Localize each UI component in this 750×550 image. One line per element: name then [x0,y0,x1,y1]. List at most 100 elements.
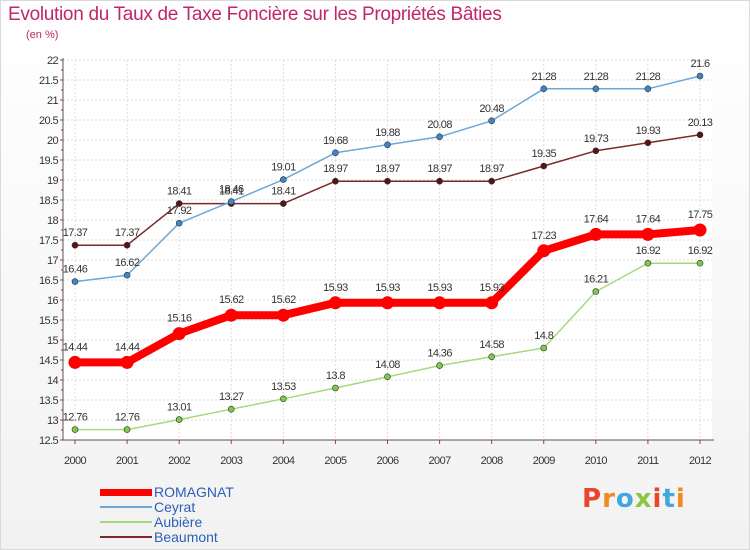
data-point-beaumont [488,177,495,185]
legend-swatch [100,489,152,496]
data-point-ceyrat [123,271,131,279]
data-label-romagnat: 17.75 [688,209,713,221]
proxiti-logo: Proxiti [582,484,686,514]
data-point-ceyrat [71,278,79,285]
data-point-aubiere [488,353,495,361]
x-tick-label: 2003 [220,455,243,467]
data-label-ceyrat: 19.01 [271,162,296,174]
legend-label: ROMAGNAT [154,484,234,500]
x-tick-label: 2004 [272,455,295,467]
data-label-romagnat: 15.62 [271,294,296,306]
x-tick-label: 2005 [324,455,347,467]
x-tick-label: 2011 [637,455,659,467]
data-label-beaumont: 18.97 [427,163,452,175]
data-label-romagnat: 15.93 [479,282,504,294]
data-point-aubiere [175,416,183,423]
data-point-aubiere [696,259,704,267]
y-tick-label: 17 [47,255,59,267]
data-label-beaumont: 18.41 [167,186,192,198]
data-label-beaumont: 17.37 [63,227,88,239]
y-tick-label: 14 [47,375,59,387]
x-tick-label: 2000 [64,455,87,467]
data-label-aubiere: 14.8 [534,330,553,342]
data-label-romagnat: 15.93 [375,282,400,294]
data-point-aubiere [592,288,600,295]
data-point-romagnat [120,355,134,369]
data-point-romagnat [68,355,82,369]
logo-letter: i [652,484,663,514]
y-tick-label: 21 [47,95,59,107]
data-label-aubiere: 16.92 [636,245,661,257]
data-label-beaumont: 18.97 [479,163,504,175]
data-label-beaumont: 19.73 [584,133,609,145]
data-label-aubiere: 12.76 [115,412,140,424]
data-label-romagnat: 15.16 [167,313,192,325]
x-tick-label: 2001 [116,455,139,467]
data-label-romagnat: 15.93 [427,282,452,294]
legend-swatch [100,536,152,538]
data-label-aubiere: 13.27 [219,391,244,403]
data-label-romagnat: 14.44 [115,341,140,353]
data-point-ceyrat [332,149,339,157]
logo-letter: o [615,484,635,514]
data-point-ceyrat [592,85,600,93]
x-tick-label: 2012 [689,455,712,467]
data-label-beaumont: 19.93 [636,125,661,137]
data-point-beaumont [540,162,548,170]
data-point-aubiere [227,405,235,413]
logo-letter: P [582,484,603,514]
data-label-ceyrat: 16.62 [115,257,140,269]
data-point-beaumont [175,200,183,207]
data-label-aubiere: 13.53 [271,381,296,393]
data-point-ceyrat [540,85,548,93]
data-point-ceyrat [384,141,391,149]
data-label-ceyrat: 16.46 [63,264,88,276]
y-tick-label: 15 [47,335,59,347]
data-point-beaumont [71,241,79,249]
data-label-ceyrat: 21.28 [636,71,661,83]
y-tick-label: 20 [47,135,59,147]
data-label-romagnat: 17.64 [636,213,661,225]
data-point-aubiere [436,362,443,369]
data-label-beaumont: 18.41 [271,186,296,198]
data-point-romagnat [537,244,551,258]
data-label-ceyrat: 21.6 [690,58,709,70]
y-tick-label: 16.5 [39,275,58,287]
data-label-aubiere: 14.58 [479,339,504,351]
y-tick-label: 12.5 [39,435,58,447]
x-tick-label: 2008 [481,455,504,467]
data-point-beaumont [696,131,704,139]
data-point-ceyrat [488,117,495,125]
data-point-beaumont [123,241,131,249]
y-tick-label: 13 [47,415,59,427]
chart-title: Evolution du Taux de Taxe Foncière sur l… [8,4,502,25]
data-label-ceyrat: 19.68 [323,135,348,147]
data-point-aubiere [332,384,339,392]
data-label-ceyrat: 18.46 [219,184,244,196]
data-point-ceyrat [644,85,652,93]
legend-label: Ceyrat [154,499,196,515]
data-label-romagnat: 15.93 [323,282,348,294]
legend-label: Aubière [154,514,203,530]
data-point-aubiere [384,373,391,381]
logo-letter: t [662,484,676,514]
y-tick-label: 16 [47,295,59,307]
data-point-romagnat [381,296,394,310]
data-label-aubiere: 13.8 [326,370,345,382]
y-tick-label: 19.5 [39,155,58,167]
data-label-ceyrat: 20.08 [427,119,452,131]
data-point-ceyrat [696,72,704,80]
legend-label: Beaumont [154,529,218,545]
data-label-beaumont: 18.97 [323,163,348,175]
y-tick-label: 19 [47,175,59,187]
data-point-beaumont [592,147,600,155]
y-tick-label: 20.5 [39,115,58,127]
data-label-ceyrat: 19.88 [375,127,400,139]
data-label-aubiere: 14.36 [427,348,452,360]
data-label-romagnat: 17.64 [584,213,609,225]
data-point-ceyrat [280,176,287,183]
data-point-romagnat [485,296,499,310]
data-label-romagnat: 14.44 [63,341,88,353]
logo-letter: i [675,484,686,514]
